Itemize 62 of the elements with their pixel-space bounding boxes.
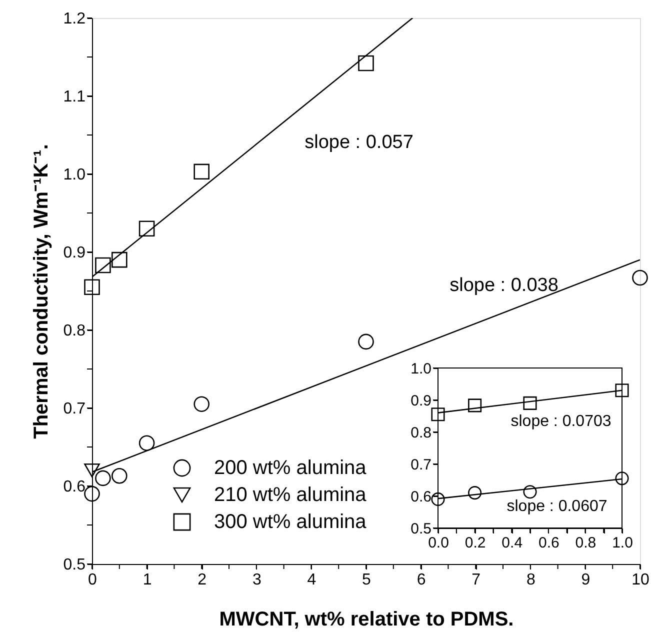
point bbox=[468, 486, 482, 500]
point bbox=[523, 396, 537, 410]
y-tick-label: 0.7 bbox=[63, 400, 86, 418]
y-tick-label: 0.8 bbox=[410, 424, 432, 442]
point bbox=[615, 472, 629, 486]
x-tick-label: 6 bbox=[416, 572, 426, 588]
x-tick-label: 4 bbox=[307, 572, 316, 588]
point bbox=[431, 492, 445, 506]
x-tick-label: 9 bbox=[581, 572, 590, 588]
point bbox=[431, 408, 445, 422]
point bbox=[523, 485, 537, 499]
x-tick-label: 0 bbox=[88, 572, 98, 588]
point bbox=[194, 396, 210, 412]
point bbox=[84, 279, 100, 295]
y-tick-label: 0.5 bbox=[63, 556, 86, 574]
x-tick-label: 0.0 bbox=[428, 534, 449, 552]
point bbox=[358, 334, 374, 350]
x-tick-label: 1 bbox=[142, 572, 152, 588]
point bbox=[84, 463, 100, 478]
y-tick-label: 1.0 bbox=[410, 360, 432, 378]
legend-label: 210 wt% alumina bbox=[214, 484, 368, 506]
x-tick-label: 8 bbox=[526, 572, 536, 588]
x-tick-label: 0.8 bbox=[575, 534, 596, 552]
point bbox=[112, 252, 128, 268]
x-tick-label: 1.0 bbox=[612, 534, 633, 552]
x-tick-label: 0.4 bbox=[502, 534, 523, 552]
y-tick-label: 0.9 bbox=[63, 244, 86, 262]
x-tick-label: 0.6 bbox=[538, 534, 560, 552]
point bbox=[615, 384, 629, 398]
annotation: slope : 0.038 bbox=[450, 275, 558, 296]
y-tick-label: 1.0 bbox=[63, 166, 86, 184]
point bbox=[95, 470, 111, 486]
y-tick-label: 0.6 bbox=[63, 478, 86, 496]
point bbox=[358, 55, 374, 72]
annotation: slope : 0.057 bbox=[304, 132, 414, 153]
y-tick-label: 1.1 bbox=[63, 88, 86, 106]
annotation: slope : 0.0607 bbox=[506, 498, 608, 515]
y-tick-label: 0.5 bbox=[410, 520, 432, 538]
x-tick-label: 5 bbox=[362, 572, 372, 588]
point bbox=[468, 398, 482, 412]
x-tick-label: 0.2 bbox=[464, 534, 486, 552]
annotation: slope : 0.0703 bbox=[510, 413, 612, 430]
legend-label: 300 wt% alumina bbox=[214, 511, 368, 533]
point bbox=[632, 270, 648, 286]
x-tick-label: 2 bbox=[198, 572, 207, 588]
point bbox=[194, 164, 210, 180]
y-tick-label: 0.6 bbox=[410, 488, 432, 506]
y-tick-label: 0.9 bbox=[410, 392, 432, 410]
point bbox=[138, 435, 155, 451]
y-tick-label: 1.2 bbox=[63, 10, 86, 28]
legend-label: 200 wt% alumina bbox=[214, 457, 368, 479]
point bbox=[84, 486, 100, 502]
y-axis-title: Thermal conductivity, Wm⁻¹K⁻¹. bbox=[30, 144, 52, 439]
x-tick-label: 3 bbox=[252, 572, 262, 588]
point bbox=[95, 257, 111, 274]
y-tick-label: 0.8 bbox=[63, 322, 86, 340]
point bbox=[138, 220, 155, 236]
x-tick-label: 10 bbox=[632, 572, 650, 588]
y-tick-label: 0.7 bbox=[410, 456, 432, 474]
x-axis-title: MWCNT, wt% relative to PDMS. bbox=[219, 608, 514, 630]
point bbox=[112, 468, 128, 484]
x-tick-label: 7 bbox=[472, 572, 481, 588]
